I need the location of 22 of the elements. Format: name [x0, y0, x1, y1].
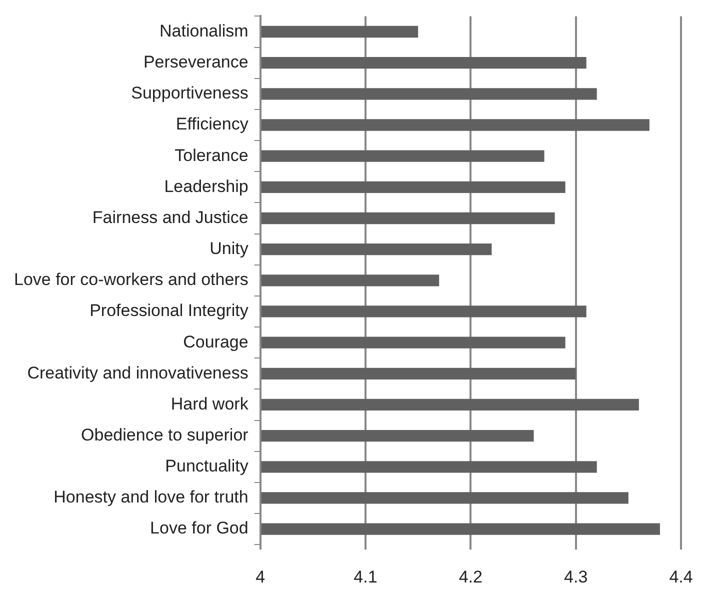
y-tick-label: Love for co-workers and others [14, 270, 248, 290]
y-tick-label: Perseverance [143, 52, 248, 72]
y-tick-label: Nationalism [160, 21, 248, 40]
y-tick-label: Professional Integrity [90, 301, 249, 320]
y-tick-label: Creativity and innovativeness [27, 363, 248, 382]
y-tick-label: Obedience to superior [81, 426, 249, 444]
y-tick-label: Fairness and Justice [92, 208, 248, 227]
x-tick-label: 4.1 [354, 567, 378, 586]
y-tick-label: Courage [183, 332, 248, 352]
y-tick-label: Efficiency [176, 114, 249, 134]
x-tick-label: 4.4 [669, 567, 693, 586]
x-tick-label: 4.2 [458, 567, 482, 586]
y-tick-label: Supportiveness [131, 84, 248, 103]
y-tick-label: Hard work [170, 394, 249, 414]
x-tick-label: 4.3 [564, 567, 588, 586]
y-tick-label: Leadership [164, 176, 248, 196]
y-tick-label: Unity [210, 239, 249, 258]
y-tick-label: Punctuality [165, 456, 249, 476]
y-tick-label: Tolerance [174, 146, 248, 165]
y-tick-label: Honesty and love for truth [54, 488, 248, 507]
x-tick-label: 4 [256, 567, 266, 586]
y-tick-label: Love for God [150, 518, 248, 538]
